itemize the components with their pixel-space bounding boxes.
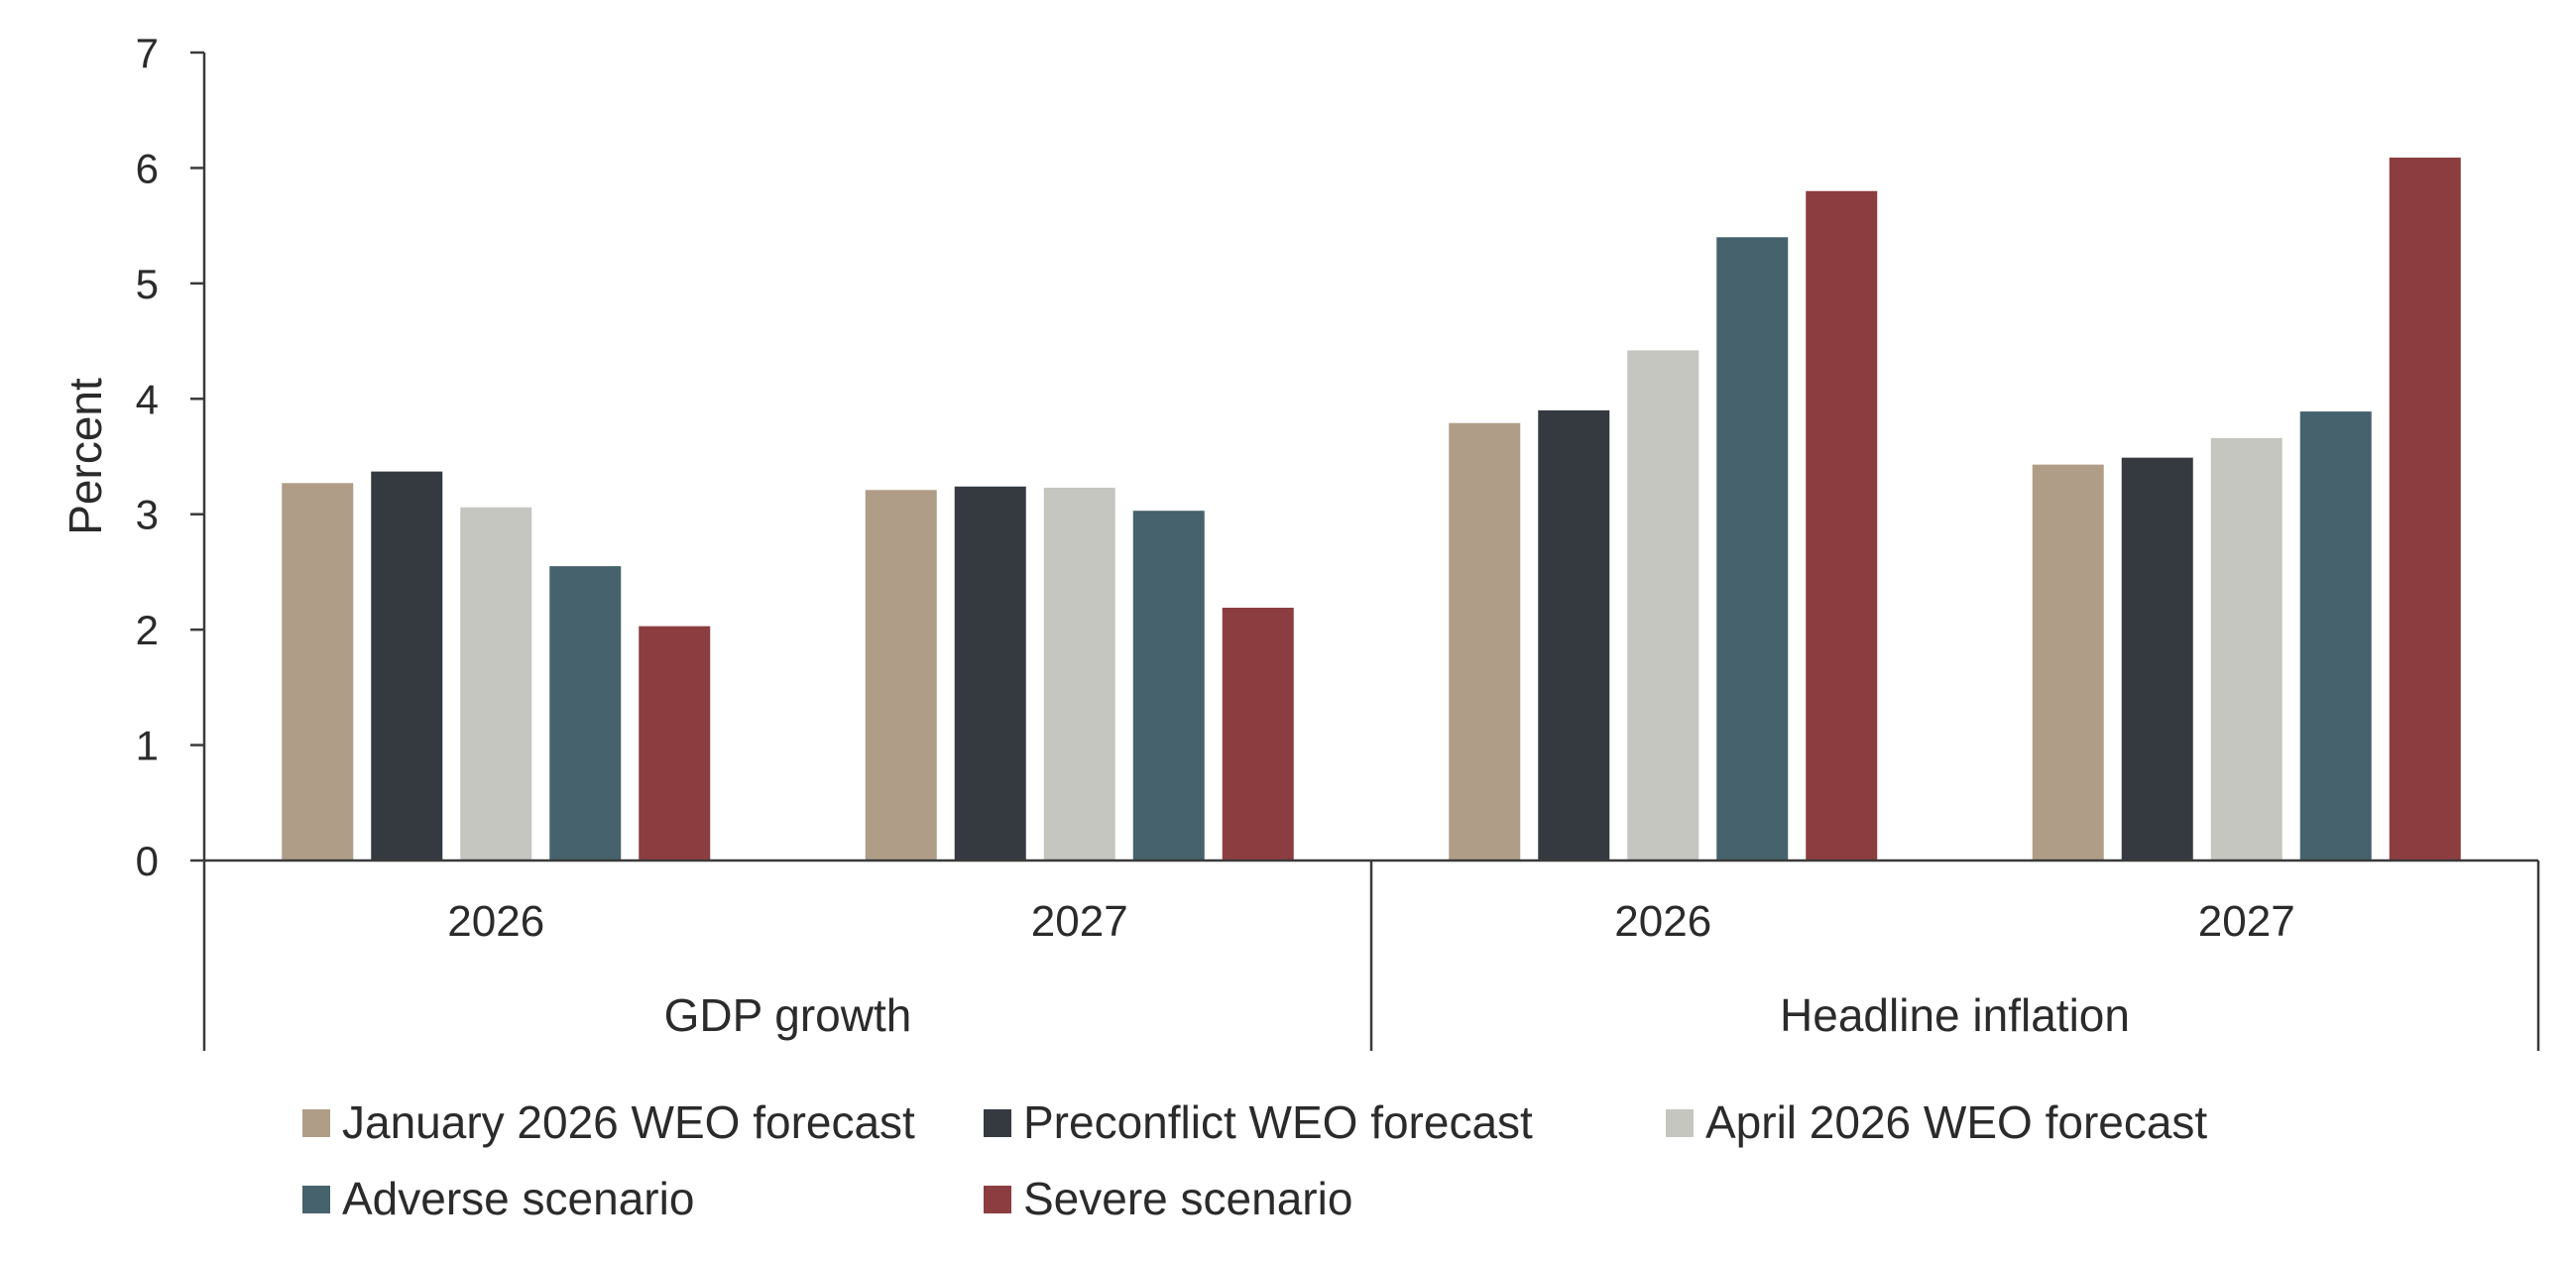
bar [1538, 409, 1610, 860]
y-tick-label: 1 [136, 723, 159, 769]
bar [954, 486, 1026, 860]
y-tick-label: 0 [136, 838, 159, 884]
legend-label: April 2026 WEO forecast [1705, 1096, 2207, 1148]
bar [1222, 608, 1294, 860]
bar [1806, 190, 1878, 860]
bars [282, 157, 2461, 861]
bar [639, 626, 711, 860]
y-tick-label: 3 [136, 492, 159, 538]
y-tick-label: 4 [136, 376, 159, 422]
bar [371, 471, 443, 860]
y-tick-label: 6 [136, 145, 159, 191]
y-tick-label: 5 [136, 261, 159, 307]
bar [460, 507, 532, 860]
bar [2032, 464, 2104, 860]
x-tick-label: 2027 [1031, 897, 1128, 946]
y-axis: 0 1 2 3 4 5 6 7 Percent [59, 30, 206, 884]
x-tick-label: 2026 [447, 897, 544, 946]
x-tick-label: 2027 [2198, 897, 2295, 946]
bar [2121, 457, 2193, 860]
legend-swatch [302, 1186, 330, 1213]
bar [1449, 422, 1521, 860]
bar [2389, 157, 2461, 860]
bar [1716, 237, 1789, 861]
x-axis: 2026 2027 2026 2027 GDP growth Headline infla… [202, 859, 2540, 1051]
bar [1627, 350, 1699, 860]
y-tick-label: 2 [136, 607, 159, 653]
legend-label: Preconflict WEO forecast [1023, 1096, 1533, 1148]
y-tick-label: 7 [136, 30, 159, 76]
bar [1132, 511, 1205, 860]
legend-item: Preconflict WEO forecast [984, 1096, 1533, 1148]
y-axis-title: Percent [59, 378, 111, 535]
legend-swatch [1666, 1109, 1694, 1137]
bar [2210, 437, 2283, 860]
legend-swatch [984, 1186, 1011, 1213]
bar [1043, 487, 1115, 860]
legend-label: Adverse scenario [342, 1173, 694, 1224]
legend-item: Severe scenario [984, 1173, 1352, 1224]
legend-item: January 2026 WEO forecast [302, 1096, 915, 1148]
legend-swatch [302, 1109, 330, 1137]
legend-swatch [984, 1109, 1011, 1137]
legend-item: Adverse scenario [302, 1173, 694, 1224]
legend: January 2026 WEO forecast Preconflict WEO… [302, 1096, 2207, 1224]
bar [549, 566, 622, 860]
legend-label: Severe scenario [1023, 1173, 1352, 1224]
legend-item: April 2026 WEO forecast [1666, 1096, 2207, 1148]
bar [282, 483, 354, 860]
x-tick-label: 2026 [1614, 897, 1711, 946]
bar [865, 490, 937, 860]
x-group-label: GDP growth [664, 989, 912, 1041]
bar [2299, 411, 2372, 860]
legend-label: January 2026 WEO forecast [342, 1096, 915, 1148]
x-group-label: Headline inflation [1780, 989, 2130, 1041]
